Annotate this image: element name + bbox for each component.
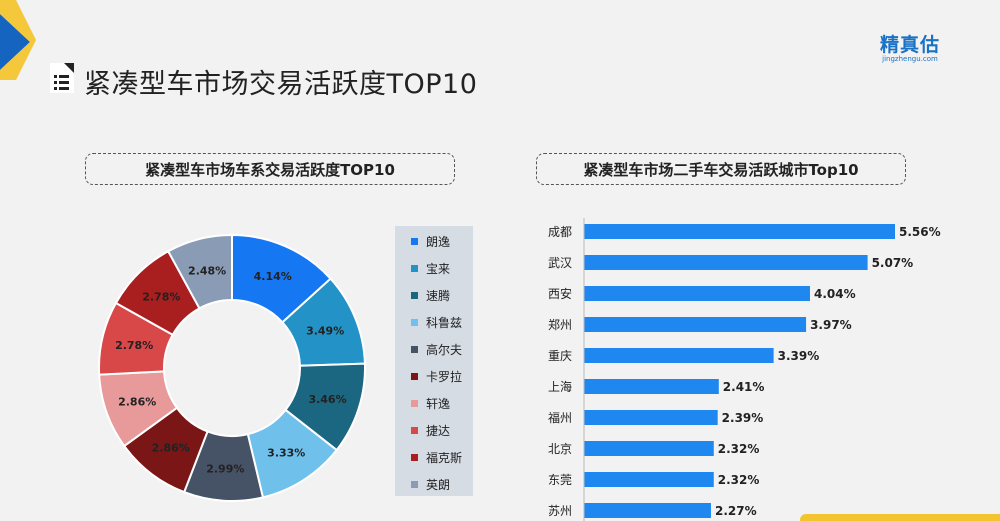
bar: [584, 410, 718, 425]
legend-swatch: [411, 292, 418, 299]
bar: [584, 255, 868, 270]
brand-logo: 精真估 jingzhengu.com: [880, 30, 940, 63]
bar: [584, 379, 719, 394]
legend-item: 捷达: [395, 417, 473, 444]
bar-category-label: 北京: [548, 442, 572, 456]
bar-value-label: 3.97%: [810, 318, 852, 332]
legend-label: 捷达: [426, 424, 451, 438]
logo-text: 精真估: [880, 34, 941, 56]
donut-slice: [166, 233, 233, 310]
bar: [584, 441, 714, 456]
bar-category-label: 东莞: [548, 473, 572, 487]
bottom-decoration: [800, 514, 1000, 521]
legend-swatch: [411, 454, 418, 461]
slice-data-label: 2.86%: [118, 395, 156, 408]
bar-category-label: 西安: [548, 286, 572, 301]
legend-item: 宝来: [395, 255, 473, 282]
legend-label: 高尔夫: [426, 343, 463, 357]
slice-data-label: 3.33%: [267, 447, 305, 460]
bar-category-label: 武汉: [548, 256, 572, 270]
bar-category-label: 福州: [548, 410, 572, 425]
logo-url: jingzhengu.com: [882, 55, 938, 63]
bar-chart-title: 紧凑型车市场二手车交易活跃城市Top10: [536, 153, 906, 185]
legend-item: 朗逸: [395, 228, 473, 255]
bar: [584, 348, 774, 363]
legend-label: 福克斯: [426, 451, 463, 465]
legend-item: 英朗: [395, 471, 473, 498]
bar-value-label: 5.56%: [899, 225, 941, 239]
bar-value-label: 2.32%: [718, 473, 760, 487]
bar-category-label: 苏州: [548, 504, 572, 518]
legend-swatch: [411, 238, 418, 245]
bar-category-label: 成都: [548, 225, 572, 239]
legend-swatch: [411, 400, 418, 407]
slice-data-label: 4.14%: [254, 270, 292, 283]
legend-item: 福克斯: [395, 444, 473, 471]
bar-category-label: 上海: [548, 379, 572, 394]
bar: [584, 286, 810, 301]
bar: [584, 472, 714, 487]
bar-value-label: 2.27%: [715, 504, 757, 518]
corner-decoration: [0, 0, 36, 80]
legend-label: 宝来: [426, 262, 451, 276]
bar-value-label: 5.07%: [872, 256, 914, 270]
document-list-icon: [50, 63, 74, 93]
page-title: 紧凑型车市场交易活跃度TOP10: [84, 69, 478, 100]
slice-data-label: 2.86%: [152, 442, 190, 455]
legend-item: 科鲁兹: [395, 309, 473, 336]
legend-label: 朗逸: [426, 235, 451, 249]
legend-label: 科鲁兹: [426, 316, 463, 330]
legend-item: 速腾: [395, 282, 473, 309]
slice-data-label: 3.46%: [308, 393, 346, 406]
legend-label: 轩逸: [426, 397, 451, 411]
bar-value-label: 2.32%: [718, 442, 760, 456]
slice-data-label: 2.48%: [188, 265, 226, 278]
legend-label: 英朗: [426, 478, 451, 492]
bar-value-label: 4.04%: [814, 287, 856, 301]
legend-swatch: [411, 346, 418, 353]
legend-swatch: [411, 265, 418, 272]
slice-data-label: 2.99%: [206, 462, 244, 475]
bar: [584, 317, 807, 332]
bar-value-label: 3.39%: [778, 349, 820, 363]
legend-item: 高尔夫: [395, 336, 473, 363]
slice-data-label: 2.78%: [115, 339, 153, 352]
bar: [584, 224, 895, 239]
slice-data-label: 3.49%: [306, 324, 344, 337]
donut-legend: 朗逸宝来速腾科鲁兹高尔夫卡罗拉轩逸捷达福克斯英朗: [395, 226, 473, 496]
bar-category-label: 郑州: [548, 317, 572, 332]
legend-swatch: [411, 427, 418, 434]
bar-value-label: 2.41%: [723, 380, 765, 394]
legend-item: 卡罗拉: [395, 363, 473, 390]
bar-category-label: 重庆: [548, 349, 572, 363]
legend-swatch: [411, 373, 418, 380]
slice-data-label: 2.78%: [142, 291, 180, 304]
bar-value-label: 2.39%: [722, 411, 764, 425]
legend-swatch: [411, 481, 418, 488]
legend-label: 卡罗拉: [426, 370, 463, 384]
donut-chart-title: 紧凑型车市场车系交易活跃度TOP10: [85, 153, 455, 185]
legend-swatch: [411, 319, 418, 326]
legend-item: 轩逸: [395, 390, 473, 417]
bar: [584, 503, 711, 518]
legend-label: 速腾: [426, 289, 451, 303]
